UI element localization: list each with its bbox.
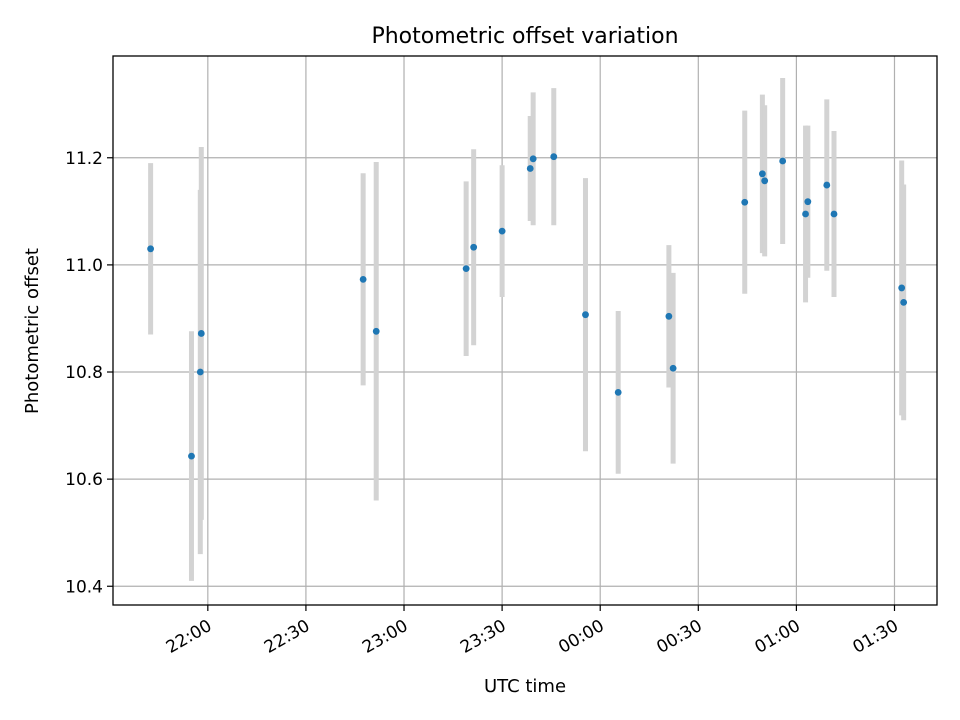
y-tick-label: 10.6 — [65, 470, 103, 490]
y-axis-label: Photometric offset — [22, 248, 43, 414]
data-point — [669, 364, 677, 372]
data-point — [804, 198, 812, 206]
grid-lines — [113, 56, 937, 605]
plot-frame — [112, 55, 938, 606]
data-point — [462, 265, 470, 273]
data-point — [582, 311, 589, 319]
data-points — [147, 153, 908, 460]
data-point — [830, 210, 838, 218]
x-tick-label: 22:30 — [261, 616, 313, 658]
x-tick-label: 00:30 — [653, 616, 705, 658]
data-point — [529, 155, 537, 163]
data-point — [550, 153, 558, 161]
data-point — [498, 227, 506, 235]
data-point — [761, 177, 769, 185]
data-point — [758, 170, 766, 178]
x-tick-label: 23:30 — [457, 616, 509, 658]
x-tick-label: 01:30 — [850, 616, 902, 658]
y-tick-label: 10.8 — [65, 363, 103, 383]
data-point — [665, 312, 673, 320]
data-point — [898, 284, 906, 292]
x-tick-label: 00:00 — [555, 616, 607, 658]
x-tick-label: 23:00 — [359, 616, 411, 658]
y-tick-label: 10.4 — [65, 577, 103, 597]
data-point — [614, 388, 622, 396]
y-tick-label: 11.0 — [65, 256, 103, 276]
data-point — [147, 245, 155, 253]
data-point — [802, 210, 809, 218]
data-point — [741, 198, 749, 206]
chart-title: Photometric offset variation — [371, 24, 678, 49]
data-point — [823, 181, 831, 189]
data-point — [526, 165, 534, 172]
data-point — [197, 330, 205, 337]
x-axis-label: UTC time — [484, 676, 566, 697]
x-tick-label: 22:00 — [163, 616, 215, 658]
data-point — [359, 275, 367, 283]
data-point — [372, 327, 380, 335]
error-bars — [148, 77, 907, 581]
data-point — [470, 243, 478, 251]
data-point — [188, 452, 195, 460]
x-tick-label: 01:00 — [751, 616, 803, 658]
data-point — [779, 157, 787, 165]
y-tick-label: 11.2 — [65, 149, 103, 169]
data-point — [196, 368, 204, 376]
data-point — [900, 298, 908, 306]
